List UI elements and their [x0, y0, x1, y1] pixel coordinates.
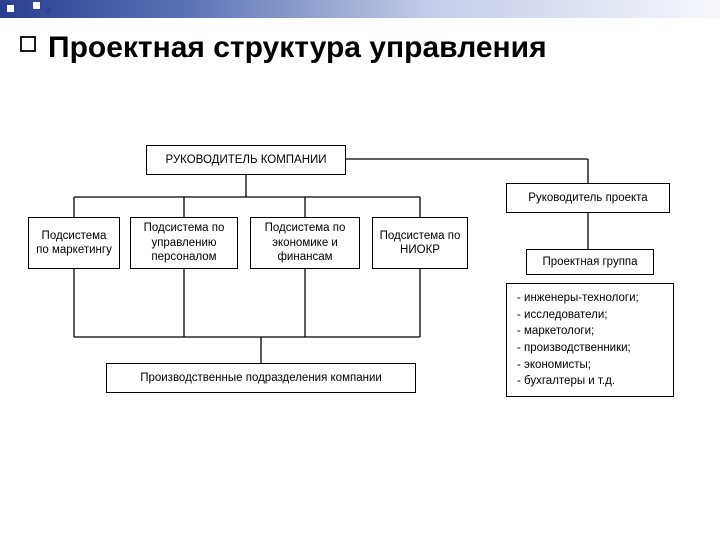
node-company-head: РУКОВОДИТЕЛЬ КОМПАНИИ: [146, 145, 346, 175]
node-project-group-header: Проектная группа: [526, 249, 654, 275]
title-bullet-icon: [20, 36, 36, 52]
decor-square-small-icon: [45, 8, 51, 14]
org-chart: РУКОВОДИТЕЛЬ КОМПАНИИ Подсистема по марк…: [28, 145, 692, 465]
list-item: - бухгалтеры и т.д.: [517, 373, 663, 390]
node-marketing-subsystem: Подсистема по маркетингу: [28, 217, 120, 269]
node-project-manager: Руководитель проекта: [506, 183, 670, 213]
decor-square-icon: [32, 1, 41, 10]
slide-title: Проектная структура управления: [48, 30, 547, 65]
list-item: - экономисты;: [517, 357, 663, 374]
list-item: - производственники;: [517, 340, 663, 357]
node-production-units: Производственные подразделения компании: [106, 363, 416, 393]
header-gradient-bar: [0, 0, 720, 18]
node-hr-subsystem: Подсистема по управлению персоналом: [130, 217, 238, 269]
list-item: - маркетологи;: [517, 323, 663, 340]
list-item: - инженеры-технологи;: [517, 290, 663, 307]
node-project-group-list: - инженеры-технологи; - исследователи; -…: [506, 283, 674, 397]
decor-square-icon: [6, 4, 15, 13]
list-item: - исследователи;: [517, 307, 663, 324]
node-rnd-subsystem: Подсистема по НИОКР: [372, 217, 468, 269]
decor-square-filled-icon: [19, 4, 28, 13]
node-econ-finance-subsystem: Подсистема по экономике и финансам: [250, 217, 360, 269]
